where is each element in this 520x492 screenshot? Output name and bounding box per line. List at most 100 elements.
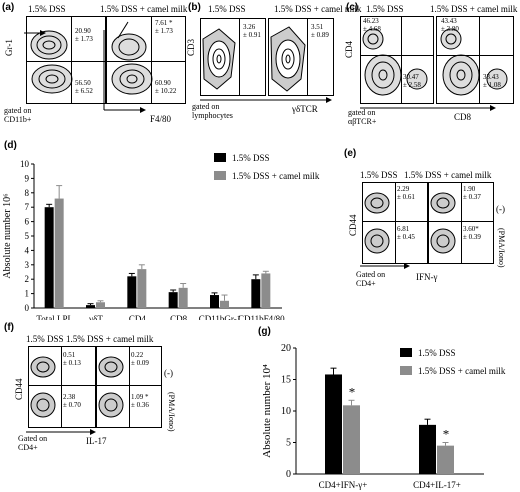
panel-f-minus: (-) bbox=[164, 368, 173, 378]
bar bbox=[54, 198, 64, 308]
panel-e-n2: 1.90 bbox=[463, 185, 476, 193]
panel-c-n2: 30.47 bbox=[403, 73, 419, 81]
legend-label: 1.5% DSS + camel milk bbox=[418, 366, 506, 376]
panel-c-n4s: ± 1.08 bbox=[483, 81, 501, 89]
bar bbox=[96, 302, 105, 308]
y-tick-label: 10 bbox=[281, 406, 291, 417]
panel-f-gate: Gated on CD4+ bbox=[18, 434, 48, 452]
y-tick-label: 3 bbox=[25, 260, 30, 270]
chart-d: 0 1 2 3 4 5 6 7 8 9 10 Absolute number 10⁶ Total LPL… bbox=[2, 153, 320, 320]
panel-e-plot-camel: 1.90 ± 0.37 3.60* ± 0.39 bbox=[428, 182, 494, 264]
panel-c-cond-dss: 1.5% DSS bbox=[366, 4, 404, 14]
panel-b-cond-camel: 1.5% DSS + camel milk bbox=[274, 4, 362, 14]
panel-e-cond-camel: 1.5% DSS + camel milk bbox=[404, 170, 492, 180]
panel-c-gate: gated on αβTCR+ bbox=[348, 108, 377, 126]
panel-c-label: (c) bbox=[346, 2, 359, 13]
category-label: CD11bGr-1 bbox=[199, 314, 241, 320]
panel-f-n4: 1.09 * bbox=[131, 393, 149, 401]
panel-f-xlabel: IL-17 bbox=[86, 436, 107, 446]
panel-e-gate: Gated on CD4+ bbox=[356, 270, 386, 288]
bar bbox=[261, 273, 271, 308]
panel-c-plot-dss: 46.23 ± 4.68 30.47 ± 2.58 bbox=[360, 16, 434, 104]
panel-f-cond-camel: 1.5% DSS + camel milk bbox=[66, 334, 154, 344]
bar bbox=[137, 269, 147, 308]
significance-mark: * bbox=[443, 427, 450, 442]
panel-g-label: (g) bbox=[258, 326, 271, 337]
panel-e-plot-dss: 2.29 ± 0.61 6.81 ± 0.45 bbox=[362, 182, 428, 264]
significance-mark: * bbox=[349, 384, 356, 399]
bar bbox=[210, 295, 219, 308]
bar bbox=[325, 374, 342, 474]
panel-a-cond-dss: 1.5% DSS bbox=[28, 4, 66, 14]
category-label: CD11bF4/80 bbox=[238, 314, 285, 320]
y-tick-label: 5 bbox=[25, 231, 30, 241]
panel-c-n1: 46.23 bbox=[363, 17, 379, 25]
category-label: γδT bbox=[88, 314, 103, 320]
panel-c-n3: 43.43 bbox=[441, 17, 457, 25]
bar bbox=[127, 276, 137, 308]
y-tick-label: 4 bbox=[25, 245, 30, 255]
category-label: CD4+IL-17+ bbox=[413, 480, 461, 490]
y-tick-label: 9 bbox=[25, 173, 30, 183]
category-label: Total LPL bbox=[36, 314, 73, 320]
panel-a-n2s: ± 6.52 bbox=[75, 87, 93, 95]
panel-c-n3s: ± 3.80 bbox=[441, 25, 459, 33]
panel-f-cond-dss: 1.5% DSS bbox=[26, 334, 64, 344]
panel-e-xlabel: IFN-γ bbox=[416, 272, 438, 282]
panel-e-n3s: ± 0.45 bbox=[397, 233, 415, 241]
panel-a-n1: 20.90 bbox=[75, 27, 91, 35]
panel-b-xlabel: γδTCR bbox=[292, 104, 318, 114]
panel-c-cond-camel: 1.5% DSS + camel milk bbox=[430, 4, 518, 14]
category-label: CD4+IFN-γ+ bbox=[319, 480, 368, 490]
panel-b-cond-dss: 1.5% DSS bbox=[208, 4, 246, 14]
panel-a-gate: gated on CD11b+ bbox=[4, 106, 32, 124]
bar bbox=[44, 207, 54, 308]
panel-b-n1: 3.26 bbox=[243, 23, 256, 31]
panel-e-cond-dss: 1.5% DSS bbox=[360, 170, 398, 180]
panel-e-n2s: ± 0.37 bbox=[463, 193, 481, 201]
bar bbox=[86, 305, 95, 308]
panel-f-n2s: ± 0.09 bbox=[131, 359, 149, 367]
panel-f-n1s: ± 0.13 bbox=[63, 359, 81, 367]
panel-a-n4s: ± 10.22 bbox=[155, 87, 177, 95]
panel-f-plot-dss: 0.51 ± 0.13 2.38 ± 0.70 bbox=[28, 346, 96, 428]
panel-c-xlabel: CD8 bbox=[454, 112, 472, 122]
panel-e-minus: (-) bbox=[496, 204, 505, 214]
legend-swatch bbox=[214, 171, 226, 180]
bar bbox=[178, 287, 188, 308]
panel-f-plot-camel: 0.22 ± 0.09 1.09 * ± 0.36 bbox=[96, 346, 162, 428]
panel-a-n2: 56.50 bbox=[75, 79, 91, 87]
legend-swatch bbox=[214, 153, 226, 162]
y-tick-label: 0 bbox=[25, 303, 30, 313]
panel-b-plot-dss: 3.26 ± 0.91 bbox=[200, 18, 266, 96]
bar bbox=[168, 292, 178, 308]
panel-e-n3: 6.81 bbox=[397, 225, 410, 233]
bar bbox=[343, 405, 360, 474]
panel-a-n3s: ± 1.73 bbox=[155, 27, 173, 35]
y-tick-label: 15 bbox=[281, 375, 291, 386]
panel-b-label: (b) bbox=[188, 2, 201, 13]
panel-f-n2: 0.22 bbox=[131, 351, 144, 359]
panel-b-n2s: ± 0.89 bbox=[311, 31, 329, 39]
panel-c-n1s: ± 4.68 bbox=[363, 25, 381, 33]
panel-a-plot-camel: 7.61 * ± 1.73 60.90 ± 10.22 bbox=[106, 16, 186, 104]
legend-swatch bbox=[400, 348, 412, 357]
panel-c-n2s: ± 2.58 bbox=[403, 81, 421, 89]
y-tick-label: 1 bbox=[25, 289, 30, 299]
legend-label: 1.5% DSS + camel milk bbox=[232, 171, 320, 181]
panel-e-n1s: ± 0.61 bbox=[397, 193, 415, 201]
bar bbox=[251, 279, 261, 308]
panel-f-n3: 2.38 bbox=[63, 393, 76, 401]
bar bbox=[419, 424, 436, 474]
y-tick-label: 8 bbox=[25, 188, 30, 198]
panel-a-label: (a) bbox=[2, 2, 15, 13]
panel-f-n4s: ± 0.36 bbox=[131, 401, 149, 409]
y-tick-label: 20 bbox=[281, 343, 291, 354]
panel-a-n4: 60.90 bbox=[155, 79, 171, 87]
panel-f-n3s: ± 0.70 bbox=[63, 401, 81, 409]
panel-c-n4: 33.43 bbox=[483, 73, 499, 81]
panel-b-n1s: ± 0.91 bbox=[243, 31, 261, 39]
panel-b-plot-camel: 3.51 ± 0.89 bbox=[268, 18, 334, 96]
panel-e-label: (e) bbox=[344, 148, 357, 159]
panel-e-n4s: ± 0.39 bbox=[463, 233, 481, 241]
